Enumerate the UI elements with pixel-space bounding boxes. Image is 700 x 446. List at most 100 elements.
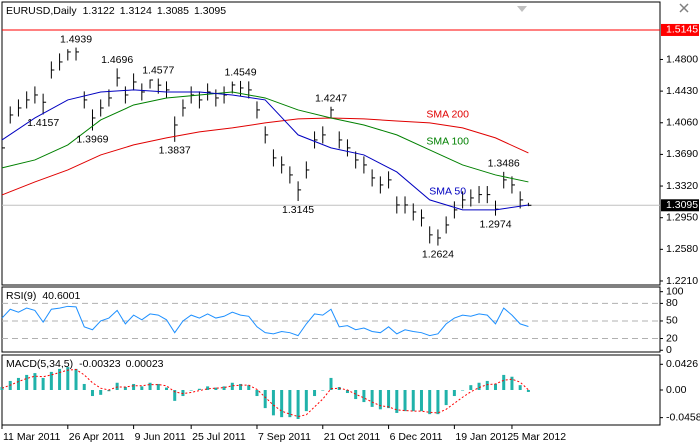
histogram-bar <box>354 390 358 400</box>
histogram-bar <box>123 386 127 390</box>
histogram-bar <box>74 368 78 390</box>
readout-value: 1.3122 <box>83 5 115 17</box>
histogram-bar <box>313 390 317 397</box>
y-tick-label: 0.00 <box>666 384 687 396</box>
price-annotation: 1.3969 <box>76 133 108 145</box>
indicator-label: SMA 100 <box>426 136 469 148</box>
histogram-bar <box>156 383 160 390</box>
x-tick-label: 9 Jun 2011 <box>135 431 186 443</box>
y-tick-label: 50 <box>666 315 678 327</box>
panel-title: MACD(5,34,5) <box>6 358 73 370</box>
price-annotation: 1.3486 <box>488 158 520 170</box>
histogram-bar <box>461 390 465 391</box>
histogram-bar <box>288 390 292 418</box>
y-tick-label: 1.2580 <box>666 243 698 255</box>
y-tick-label: 20 <box>666 332 678 344</box>
histogram-bar <box>362 390 366 403</box>
histogram-bar <box>271 390 275 416</box>
indicator-line <box>1 305 529 337</box>
histogram-bar <box>296 390 300 419</box>
price-annotation: 1.2974 <box>479 218 511 230</box>
histogram-bar <box>181 390 185 397</box>
readout-value: -0.00323 <box>79 358 121 370</box>
last-price-label: 1.3095 <box>666 199 698 211</box>
histogram-bar <box>387 390 391 409</box>
histogram-bar <box>255 390 259 397</box>
indicator-line <box>1 117 529 196</box>
histogram-bar <box>82 383 86 390</box>
x-tick-label: 25 Jul 2011 <box>192 431 246 443</box>
histogram-bar <box>165 387 168 390</box>
price-level-label: 1.5145 <box>666 24 698 36</box>
histogram-bar <box>485 380 489 390</box>
histogram-bar <box>345 390 349 394</box>
y-tick-label: 0.0426 <box>666 358 698 370</box>
histogram-bar <box>526 390 530 392</box>
histogram-bar <box>115 382 119 390</box>
histogram-bar <box>411 390 415 412</box>
histogram-bar <box>452 390 456 397</box>
close-stroke <box>679 3 689 13</box>
x-tick-label: 7 Sep 2011 <box>258 431 311 443</box>
histogram-bar <box>419 390 423 412</box>
histogram-bar <box>197 388 201 390</box>
y-tick-label: 1.4800 <box>666 53 698 65</box>
y-tick-label: -0.0458 <box>666 411 700 423</box>
histogram-bar <box>403 390 407 412</box>
readout-value: 0.00023 <box>126 358 164 370</box>
y-tick-label: 1.4060 <box>666 117 698 129</box>
histogram-bar <box>49 371 53 390</box>
histogram-bar <box>436 390 440 415</box>
price-annotation: 1.4696 <box>101 54 133 66</box>
histogram-bar <box>140 386 144 390</box>
shift-marker <box>517 6 527 12</box>
histogram-bar <box>148 382 152 390</box>
close-icon[interactable] <box>679 3 689 13</box>
histogram-bar <box>428 390 432 415</box>
histogram-bar <box>370 390 374 407</box>
y-tick-label: 1.2210 <box>666 275 698 287</box>
price-annotation: 1.4939 <box>60 33 92 45</box>
histogram-bar <box>33 373 37 390</box>
histogram-bar <box>378 390 382 410</box>
x-tick-label: 6 Dec 2011 <box>390 431 443 443</box>
histogram-bar <box>395 390 399 413</box>
y-tick-label: 100 <box>666 285 684 297</box>
histogram-bar <box>214 387 218 390</box>
y-tick-label: 1.4430 <box>666 85 698 97</box>
histogram-bar <box>304 390 308 412</box>
histogram-bar <box>58 368 62 390</box>
histogram-bar <box>0 386 4 390</box>
y-tick-label: 80 <box>666 297 678 309</box>
panel-title: EURUSD,Daily <box>6 5 77 17</box>
readout-value: 1.3085 <box>157 5 189 17</box>
price-annotation: 1.3837 <box>159 145 191 157</box>
histogram-bar <box>494 383 497 390</box>
panel-frame <box>1 286 661 353</box>
y-tick-label: 0 <box>666 344 672 356</box>
histogram-bar <box>263 390 267 409</box>
histogram-bar <box>189 390 193 391</box>
price-annotation: 1.2624 <box>422 248 454 260</box>
histogram-bar <box>444 390 448 406</box>
histogram-bar <box>280 390 284 418</box>
x-tick-label: 19 Jan 2012 <box>455 431 513 443</box>
histogram-bar <box>469 385 473 390</box>
histogram-bar <box>222 386 226 390</box>
histogram-bar <box>477 382 481 390</box>
histogram-bar <box>173 390 177 401</box>
price-level-box <box>661 23 699 36</box>
indicator-line <box>1 91 529 183</box>
histogram-bar <box>99 390 103 395</box>
histogram-bar <box>239 383 243 390</box>
price-annotation: 1.4157 <box>27 117 59 129</box>
histogram-bar <box>518 385 522 390</box>
indicator-line <box>1 89 529 211</box>
last-price-box <box>661 199 699 212</box>
readout-value: 1.3095 <box>194 5 226 17</box>
x-tick-label: 11 Mar 2011 <box>3 431 61 443</box>
histogram-bar <box>132 383 136 390</box>
histogram-bar <box>25 374 29 390</box>
